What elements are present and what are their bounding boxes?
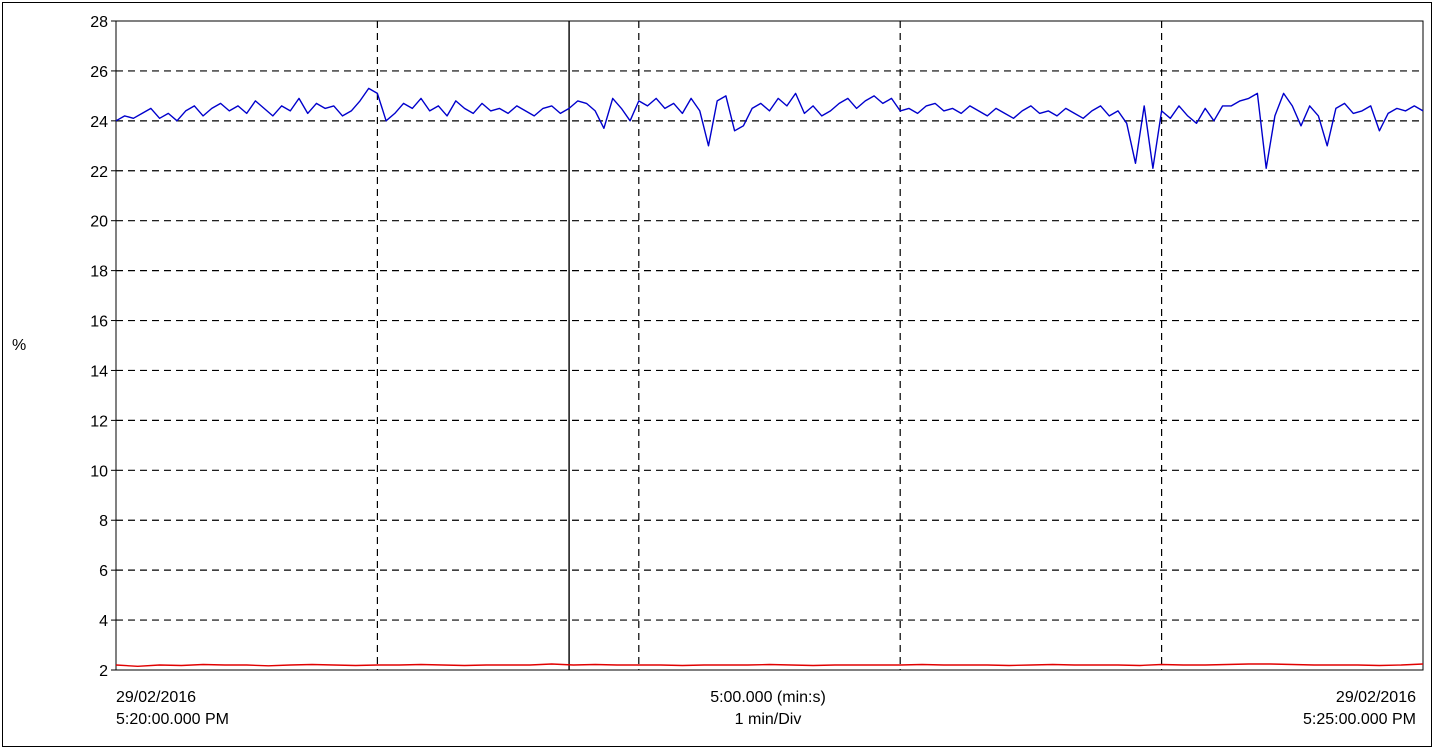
y-tick-label: 24: [90, 114, 108, 131]
y-tick-label: 18: [90, 264, 108, 281]
y-tick-label: 26: [90, 64, 108, 81]
x-start-date: 29/02/2016: [116, 689, 197, 706]
y-tick-label: 14: [90, 363, 108, 380]
y-tick-label: 12: [90, 413, 108, 430]
series-line-blue: [115, 87, 1424, 170]
y-tick-label: 6: [99, 563, 108, 580]
plot-area-border: [115, 20, 1424, 671]
x-start-time: 5:20:00.000 PM: [116, 711, 229, 728]
x-end-time: 5:25:00.000 PM: [1303, 711, 1416, 728]
y-tick-label: 2: [99, 663, 108, 680]
y-tick-label: 20: [90, 214, 108, 231]
y-tick-label: 10: [90, 463, 108, 480]
series-line-red: [115, 663, 1424, 667]
y-tick-label: 8: [99, 513, 108, 530]
x-span-label: 5:00.000 (min:s): [710, 689, 826, 706]
x-division-label: 1 min/Div: [734, 711, 802, 728]
y-axis-label: %: [12, 337, 27, 354]
y-tick-label: 28: [90, 14, 108, 31]
x-end-date: 29/02/2016: [1335, 689, 1416, 706]
y-tick-label: 16: [90, 314, 108, 331]
y-tick-label: 4: [99, 613, 108, 630]
y-tick-label: 22: [90, 164, 108, 181]
